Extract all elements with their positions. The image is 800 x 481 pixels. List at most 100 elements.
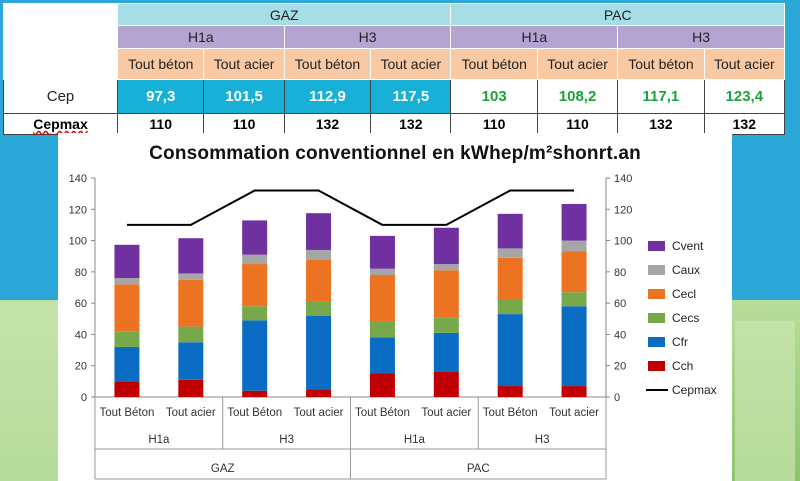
bar-segment-cvent	[497, 213, 523, 249]
x-tick-label: Tout acier	[294, 407, 344, 419]
x-tick-label: Tout Béton	[483, 407, 538, 419]
bar-segment-caux	[242, 254, 268, 265]
bar-segment-cfr	[306, 315, 332, 390]
legend-label: Cch	[672, 359, 693, 373]
x-group-label-energy: PAC	[467, 463, 490, 475]
legend-swatch-cecs	[648, 313, 665, 323]
structure-header: Tout acier	[536, 48, 619, 80]
y-tick-label-right: 20	[614, 361, 626, 373]
bar-segment-caux	[114, 278, 140, 285]
y-tick-label-right: 100	[614, 236, 632, 248]
cep-value: 108,2	[536, 79, 619, 114]
x-group-label-energy: GAZ	[211, 463, 235, 475]
x-group-label-zone: H1a	[404, 434, 426, 446]
bar-segment-cfr	[561, 306, 587, 387]
bar-segment-cecl	[433, 270, 459, 318]
legend-swatch-cvent	[648, 241, 665, 251]
cepmax-row-label: Cepmax	[3, 113, 118, 135]
bar-segment-cfr	[497, 314, 523, 387]
cep-value: 117,1	[617, 79, 705, 114]
cep-value: 112,9	[283, 79, 372, 114]
y-tick-label-right: 60	[614, 298, 626, 310]
bar-segment-cvent	[178, 238, 204, 274]
x-group-label-zone: H3	[279, 434, 294, 446]
zone-header: H1a	[117, 25, 285, 49]
bar-segment-cfr	[178, 342, 204, 380]
cep-value: 103	[450, 79, 538, 114]
stacked-bar-chart: 0 0 20 20 40 40 60 60 80 80 100 100 120 120 140 140 Tout…	[69, 173, 717, 480]
y-tick-label-left: 100	[69, 236, 87, 248]
y-tick-label-right: 140	[614, 173, 632, 185]
bar-segment-cch	[306, 389, 332, 397]
bar-segment-cecs	[561, 292, 587, 307]
bar-segment-cfr	[433, 332, 459, 372]
x-tick-label: Tout acier	[166, 407, 216, 419]
bar-segment-cch	[497, 386, 523, 397]
y-tick-label-left: 40	[75, 329, 87, 341]
bar-segment-caux	[561, 240, 587, 252]
bar-segment-cvent	[561, 203, 587, 241]
bar-segment-cecs	[497, 300, 523, 315]
legend-label: Cvent	[672, 239, 704, 253]
bar-segment-cch	[114, 381, 140, 397]
bar-segment-cecs	[114, 331, 140, 347]
y-tick-label-right: 80	[614, 267, 626, 279]
bar-segment-cfr	[242, 320, 268, 391]
bar-segment-cvent	[114, 244, 140, 279]
group-header-pac: PAC	[450, 3, 785, 26]
structure-header: Tout acier	[203, 48, 285, 80]
structure-header: Tout acier	[703, 48, 786, 80]
bar-segment-cecl	[306, 259, 332, 302]
cep-value: 101,5	[203, 79, 285, 114]
cepmax-value: 132	[283, 113, 372, 135]
cep-value: 123,4	[703, 79, 786, 114]
bar-segment-cch	[369, 373, 395, 397]
structure-header: Tout béton	[116, 48, 205, 80]
bar-segment-caux	[178, 273, 204, 280]
bar-segment-cch	[178, 379, 204, 397]
legend-label: Cecl	[672, 287, 696, 301]
bar-segment-cecl	[369, 274, 395, 322]
y-tick-label-right: 0	[614, 392, 620, 404]
y-tick-label-right: 120	[614, 204, 632, 216]
legend-swatch-cch	[648, 361, 665, 371]
cepmax-line	[126, 189, 575, 226]
bar-segment-cecl	[242, 264, 268, 307]
bar-segment-cecs	[369, 321, 395, 338]
structure-header: Tout béton	[283, 48, 372, 80]
cepmax-value: 110	[536, 113, 619, 135]
y-tick-label-right: 40	[614, 329, 626, 341]
cep-value: 97,3	[116, 79, 205, 114]
consumption-table: GAZ PAC H1a H3 H1a H3 Tout béton Tout ac…	[3, 3, 786, 135]
y-tick-label-left: 80	[75, 267, 87, 279]
structure-header: Tout acier	[370, 48, 452, 80]
y-tick-label-left: 120	[69, 204, 87, 216]
bar-segment-cecs	[306, 301, 332, 316]
legend-label: Cepmax	[672, 383, 717, 397]
cepmax-value: 132	[617, 113, 705, 135]
zone-header: H3	[617, 25, 785, 49]
cepmax-value: 110	[203, 113, 285, 135]
bar-segment-cch	[433, 371, 459, 397]
cepmax-value: 110	[116, 113, 205, 135]
y-tick-label-left: 0	[81, 392, 87, 404]
x-tick-label: Tout acier	[421, 407, 471, 419]
group-header-gaz: GAZ	[116, 3, 452, 26]
chart-title: Consommation conventionnel en kWhep/m²sh…	[149, 143, 641, 164]
cep-value: 117,5	[370, 79, 452, 114]
bar-segment-caux	[433, 264, 459, 271]
bar-segment-cvent	[369, 235, 395, 269]
y-tick-label-left: 20	[75, 361, 87, 373]
bar-segment-cvent	[306, 213, 332, 250]
zone-header: H3	[283, 25, 452, 49]
y-tick-label-left: 60	[75, 298, 87, 310]
legend-label: Caux	[672, 263, 700, 277]
bar-segment-cfr	[114, 346, 140, 382]
bar-segment-cecl	[178, 279, 204, 327]
bar-segment-cecl	[497, 257, 523, 301]
legend-swatch-cfr	[648, 337, 665, 347]
x-tick-label: Tout Béton	[355, 407, 410, 419]
chart-panel: Consommation conventionnel en kWhep/m²sh…	[58, 133, 732, 481]
bar-segment-cvent	[242, 220, 268, 255]
bar-segment-caux	[369, 268, 395, 275]
